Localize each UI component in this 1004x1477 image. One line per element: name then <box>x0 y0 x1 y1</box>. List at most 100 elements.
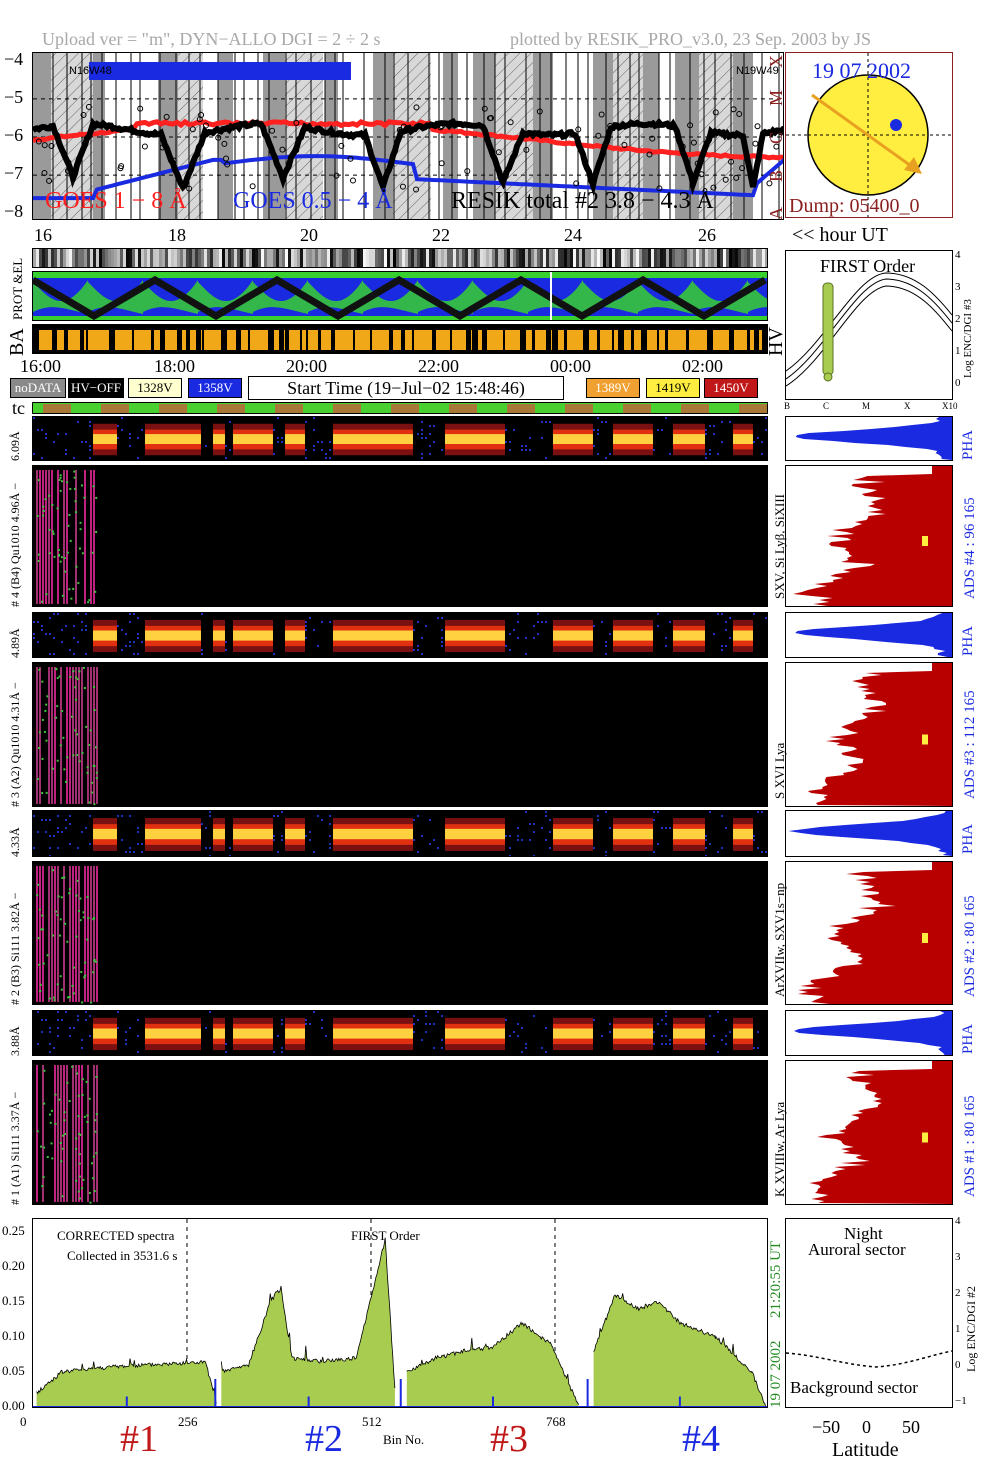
pha-band-core <box>693 630 697 641</box>
pha-noise <box>593 847 595 849</box>
spectrogram-speck <box>77 1094 80 1097</box>
grey-strip-cell <box>762 249 765 267</box>
spectrogram-speck <box>77 1115 80 1118</box>
pha-band-core <box>253 828 257 840</box>
pha-noise <box>761 453 763 455</box>
ba-bar <box>160 325 165 353</box>
spectrogram-column <box>78 866 80 1002</box>
pha-band-core <box>253 630 257 641</box>
pha-noise <box>753 1055 755 1056</box>
spectrogram-speck <box>75 894 78 897</box>
pha-noise <box>125 1039 127 1041</box>
pha-noise <box>529 449 531 451</box>
grey-strip-cell <box>540 249 543 267</box>
spectrogram-speck <box>68 1099 71 1102</box>
spectrogram-speck <box>94 1130 97 1133</box>
grey-strip-cell <box>225 249 228 267</box>
ba-bar <box>665 325 668 353</box>
pha-noise <box>601 621 603 623</box>
grey-strip-cell <box>690 249 693 267</box>
grey-strip-cell <box>201 249 204 267</box>
grey-strip-cell <box>54 249 57 267</box>
pha-band-core <box>737 828 741 840</box>
pha-noise <box>81 1039 83 1041</box>
pha-noise <box>69 1035 71 1037</box>
grey-strip-cell <box>294 249 297 267</box>
pha-noise <box>413 629 415 631</box>
spectrogram-speck <box>84 974 87 977</box>
pha-noise <box>305 457 307 459</box>
grey-strip-cell <box>696 249 699 267</box>
pha-band-core <box>237 1028 241 1039</box>
prot-green-blob <box>88 280 143 314</box>
grey-strip-cell <box>465 249 468 267</box>
pha-noise <box>45 819 47 821</box>
pha-band-core <box>169 434 173 444</box>
pha-noise <box>57 815 59 817</box>
grey-strip-cell <box>642 249 645 267</box>
pha-noise <box>41 429 43 431</box>
pha-band-core <box>213 1028 217 1039</box>
pha-band-core <box>405 434 409 444</box>
spectrogram-speck <box>41 718 44 721</box>
spectrogram-speck <box>75 1137 78 1140</box>
pha-noise <box>77 641 79 643</box>
pha-noise <box>209 855 211 856</box>
pha-band-core <box>673 828 677 840</box>
spectrum-y-tick: 0.05 <box>2 1363 25 1378</box>
pha-band-core <box>221 434 225 444</box>
pha-noise <box>125 645 127 647</box>
spectrogram-speck <box>76 879 79 882</box>
spectrogram-speck <box>81 1078 84 1081</box>
pha-band-core <box>373 630 377 641</box>
pha-noise <box>513 1031 515 1033</box>
spectrogram-column <box>36 1065 38 1202</box>
prot-green-blob <box>418 280 473 314</box>
pha-noise <box>521 657 523 658</box>
pha-noise <box>129 847 131 849</box>
ba-label: BA <box>6 328 28 356</box>
grey-strip-cell <box>153 249 156 267</box>
pha-band-core <box>245 1028 249 1039</box>
pha-band-core <box>469 1028 473 1039</box>
pha-band-core <box>341 434 345 444</box>
grey-strip-cell <box>219 249 222 267</box>
resik-point <box>221 140 228 147</box>
pha-band-core <box>269 828 273 840</box>
spectrogram-column <box>93 866 95 1002</box>
spectrogram-speck <box>41 928 44 931</box>
grey-strip-cell <box>291 249 294 267</box>
spectrogram-column <box>48 470 50 604</box>
pha-band-core <box>501 630 505 641</box>
pha-band-core <box>381 828 385 840</box>
goes-plot <box>33 53 783 219</box>
prot-green-blob <box>143 280 198 314</box>
grey-strip-cell <box>315 249 318 267</box>
pha-band-core <box>353 630 357 641</box>
pha-band-core <box>737 630 741 641</box>
pha-noise <box>609 1023 611 1025</box>
pha-noise <box>709 425 711 427</box>
pha-noise <box>545 839 547 841</box>
pha-noise <box>597 417 599 419</box>
pha-noise <box>329 823 331 825</box>
pha-noise <box>65 433 67 435</box>
grey-strip-cell <box>606 249 609 267</box>
pha-band-core <box>385 1028 389 1039</box>
pha-noise <box>41 819 43 821</box>
pha-band-core <box>497 630 501 641</box>
pha-band-core <box>445 434 449 444</box>
pha-noise <box>597 815 599 817</box>
grey-strip-cell <box>264 249 267 267</box>
pha-band-core <box>173 828 177 840</box>
pha-noise <box>329 441 331 443</box>
pha-noise <box>121 839 123 841</box>
spectrogram-column <box>36 866 38 1002</box>
pha-noise <box>37 641 39 643</box>
resik-point <box>293 147 300 154</box>
pha-noise <box>597 429 599 431</box>
grey-strip-cell <box>357 249 360 267</box>
pha-band-core <box>469 828 473 840</box>
spectrogram-speck <box>55 667 58 670</box>
spectrogram-speck <box>41 791 44 794</box>
